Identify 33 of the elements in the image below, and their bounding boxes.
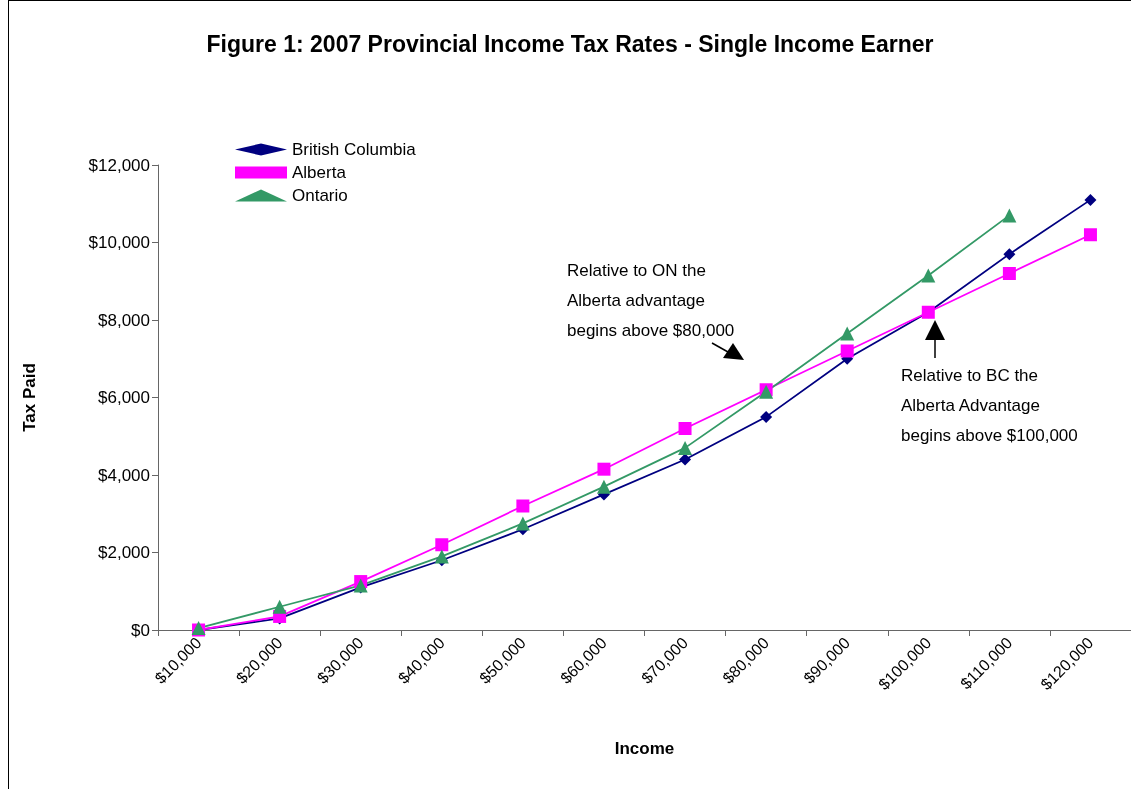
annotation: Relative to BC the Alberta Advantage begins above $100,000 [901,365,1079,447]
point [434,549,449,564]
point [840,344,854,358]
point [596,479,611,494]
point [516,499,530,513]
point [1003,248,1016,261]
y-tick-label: $0 [131,620,150,640]
y-axis-title: Tax Paid [20,363,39,432]
x-axis-title: Income [614,739,675,758]
y-tick-label: $6,000 [98,388,150,407]
point [760,410,773,423]
legend-label: British Columbia [292,140,417,159]
y-tick-label: $8,000 [98,310,150,330]
point [435,538,449,552]
chart-title: Figure 1: 2007 Provincial Income Tax Rates - Single Income Earner [206,31,934,57]
point [678,422,692,435]
y-tick-label: $12,000 [88,155,150,175]
point [597,462,611,476]
annotation: Relative to ON the Alberta advantage begins above $80,000 [567,260,736,342]
legend-label: Alberta [292,163,347,182]
point [1002,267,1016,280]
y-tick-label: $10,000 [88,233,150,252]
point [840,326,855,341]
point [1083,228,1097,242]
point [515,516,530,531]
y-tick-label: $2,000 [98,543,150,562]
point [1002,208,1017,223]
point [1084,193,1097,206]
y-tick-label: $4,000 [98,465,150,485]
point [921,268,936,283]
point [678,440,693,455]
point [272,599,287,614]
legend-label: Ontario [292,186,348,205]
